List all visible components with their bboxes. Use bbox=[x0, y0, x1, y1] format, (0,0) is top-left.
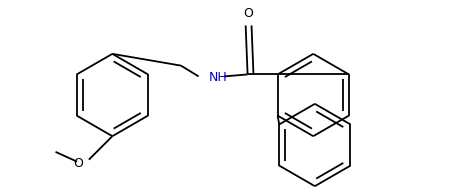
Text: NH: NH bbox=[208, 71, 227, 84]
Text: O: O bbox=[243, 7, 253, 20]
Text: O: O bbox=[73, 157, 83, 170]
